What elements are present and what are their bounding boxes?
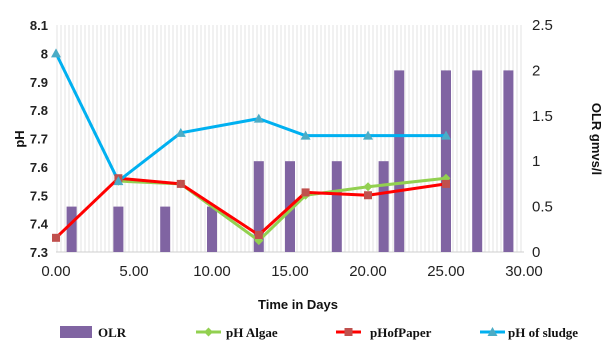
x-tick-label: 30.00 (505, 263, 543, 280)
y-tick-label: 7.4 (30, 217, 49, 232)
y-axis-title: pH (12, 130, 27, 147)
ph-of-sludge-point (441, 130, 451, 140)
y2-tick-label: 0.5 (532, 199, 553, 216)
phofpaper-point (301, 188, 310, 197)
legend-label-phofpaper: pHofPaper (370, 325, 432, 340)
ph-algae-point (363, 182, 373, 192)
y-tick-label: 8 (41, 46, 48, 61)
legend-marker-phofpaper (344, 328, 353, 336)
phofpaper-point (442, 179, 450, 188)
phofpaper-point (364, 191, 372, 200)
olr-bar (253, 161, 264, 252)
olr-bar (441, 70, 451, 253)
ph-of-sludge-point (253, 113, 264, 123)
y2-tick-label: 0 (532, 244, 540, 261)
x-tick-label: 5.00 (119, 263, 148, 280)
legend-swatch-olr (60, 326, 92, 338)
axis-ticks: 7.3 7.4 7.5 7.6 7.7 7.8 7.9 8 8.1 0 0.5 1 1.5 2 2.5 0.0… (30, 17, 553, 280)
y2-tick-label: 2 (532, 62, 540, 79)
olr-bar (160, 206, 171, 252)
x-tick-label: 0.00 (41, 263, 70, 280)
x-axis-title: Time in Days (258, 297, 338, 312)
y2-tick-label: 2.5 (532, 17, 553, 34)
legend: OLR pH Algae pHofPaper pH of sludge (60, 325, 578, 340)
y2-tick-label: 1 (532, 153, 540, 170)
olr-bar (113, 206, 124, 252)
phofpaper-point (176, 179, 185, 188)
olr-bar (66, 206, 77, 252)
ph-of-sludge-point (300, 130, 311, 140)
olr-bar (331, 161, 342, 252)
phofpaper-point (254, 230, 263, 239)
y-tick-label: 8.1 (30, 18, 48, 33)
olr-bar (472, 70, 483, 253)
olr-bar (207, 206, 217, 252)
olr-bar (503, 70, 514, 253)
olr-bar (378, 161, 389, 252)
y2-tick-label: 1.5 (532, 108, 553, 125)
ph-series-markers (51, 48, 451, 246)
x-tick-label: 25.00 (427, 263, 465, 280)
legend-label-olr: OLR (98, 325, 127, 340)
ph-of-sludge-point (363, 130, 373, 140)
y-tick-label: 7.7 (30, 132, 48, 147)
legend-marker-ph-algae (204, 327, 213, 337)
y-tick-label: 7.5 (30, 188, 48, 203)
legend-label-ph-of-sludge: pH of sludge (508, 325, 578, 340)
x-tick-label: 15.00 (271, 263, 309, 280)
y-tick-label: 7.9 (30, 75, 48, 90)
phofpaper-point (52, 233, 60, 242)
ph-of-sludge-point (113, 176, 124, 186)
legend-label-ph-algae: pH Algae (226, 325, 278, 340)
y-tick-label: 7.8 (30, 103, 48, 118)
ph-of-sludge-point (175, 127, 186, 137)
y-tick-label: 7.3 (30, 245, 48, 260)
ph-of-sludge-point (51, 48, 61, 58)
y2-axis-title: OLR gmvs/l (589, 103, 604, 175)
x-tick-label: 10.00 (193, 263, 231, 280)
olr-bar (394, 70, 405, 253)
x-tick-label: 20.00 (349, 263, 387, 280)
y-tick-label: 7.6 (30, 160, 48, 175)
legend-marker-ph-of-sludge (487, 327, 498, 336)
